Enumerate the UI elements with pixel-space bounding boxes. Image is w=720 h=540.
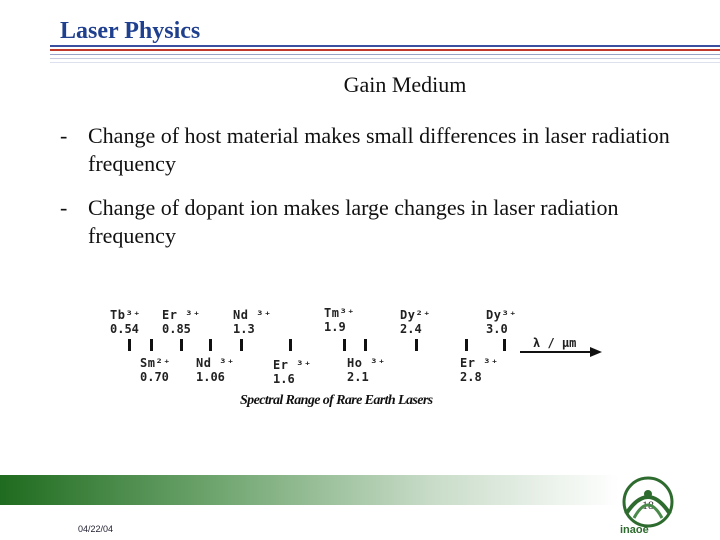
- ion-label: Nd ³⁺ 1.06: [196, 356, 235, 384]
- bullet-text: Change of dopant ion makes large changes…: [88, 195, 619, 248]
- spectral-line-tick: [209, 339, 212, 351]
- ion-label: Tm³⁺ 1.9: [324, 306, 355, 334]
- spectral-line-tick: [503, 339, 506, 351]
- spectral-line-tick: [128, 339, 131, 351]
- axis-label: λ / μm: [533, 336, 577, 350]
- spectral-line-tick: [289, 339, 292, 351]
- ion-label: Er ³⁺ 0.85: [162, 308, 201, 336]
- spectral-range-figure: Tb³⁺ 0.54 Er ³⁺ 0.85 Nd ³⁺ 1.3 Tm³⁺ 1.9 Dy²⁺…: [100, 275, 620, 435]
- axis-arrow-icon: [520, 347, 602, 357]
- figure-caption: Spectral Range of Rare Earth Lasers: [240, 393, 433, 408]
- bullet-list: - Change of host material makes small di…: [60, 122, 680, 266]
- slide-subtitle: Gain Medium: [343, 72, 467, 97]
- ion-label: Er ³⁺ 1.6: [273, 358, 312, 386]
- title-rule: [50, 45, 720, 75]
- bullet-marker: -: [60, 123, 68, 148]
- spectral-line-tick: [180, 339, 183, 351]
- spectral-line-tick: [364, 339, 367, 351]
- spectral-line-tick: [150, 339, 153, 351]
- bullet-item: - Change of dopant ion makes large chang…: [60, 194, 680, 250]
- ion-label: Ho ³⁺ 2.1: [347, 356, 386, 384]
- logo-text: inaoe: [620, 524, 649, 536]
- bullet-marker: -: [60, 195, 68, 220]
- spectral-line-tick: [465, 339, 468, 351]
- ion-label: Tb³⁺ 0.54: [110, 308, 141, 336]
- ion-label: Dy²⁺ 2.4: [400, 308, 431, 336]
- slide-date: 04/22/04: [78, 524, 114, 534]
- ion-label: Dy³⁺ 3.0: [486, 308, 517, 336]
- bullet-item: - Change of host material makes small di…: [60, 122, 680, 178]
- inaoe-logo-icon: [622, 476, 674, 528]
- slide-title: Laser Physics: [60, 18, 201, 44]
- ion-label: Nd ³⁺ 1.3: [233, 308, 272, 336]
- bullet-text: Change of host material makes small diff…: [88, 123, 670, 176]
- footer-bar: [0, 475, 620, 505]
- spectral-line-tick: [240, 339, 243, 351]
- spectral-line-tick: [343, 339, 346, 351]
- ion-label: Sm²⁺ 0.70: [140, 356, 171, 384]
- ion-label: Er ³⁺ 2.8: [460, 356, 499, 384]
- spectral-line-tick: [415, 339, 418, 351]
